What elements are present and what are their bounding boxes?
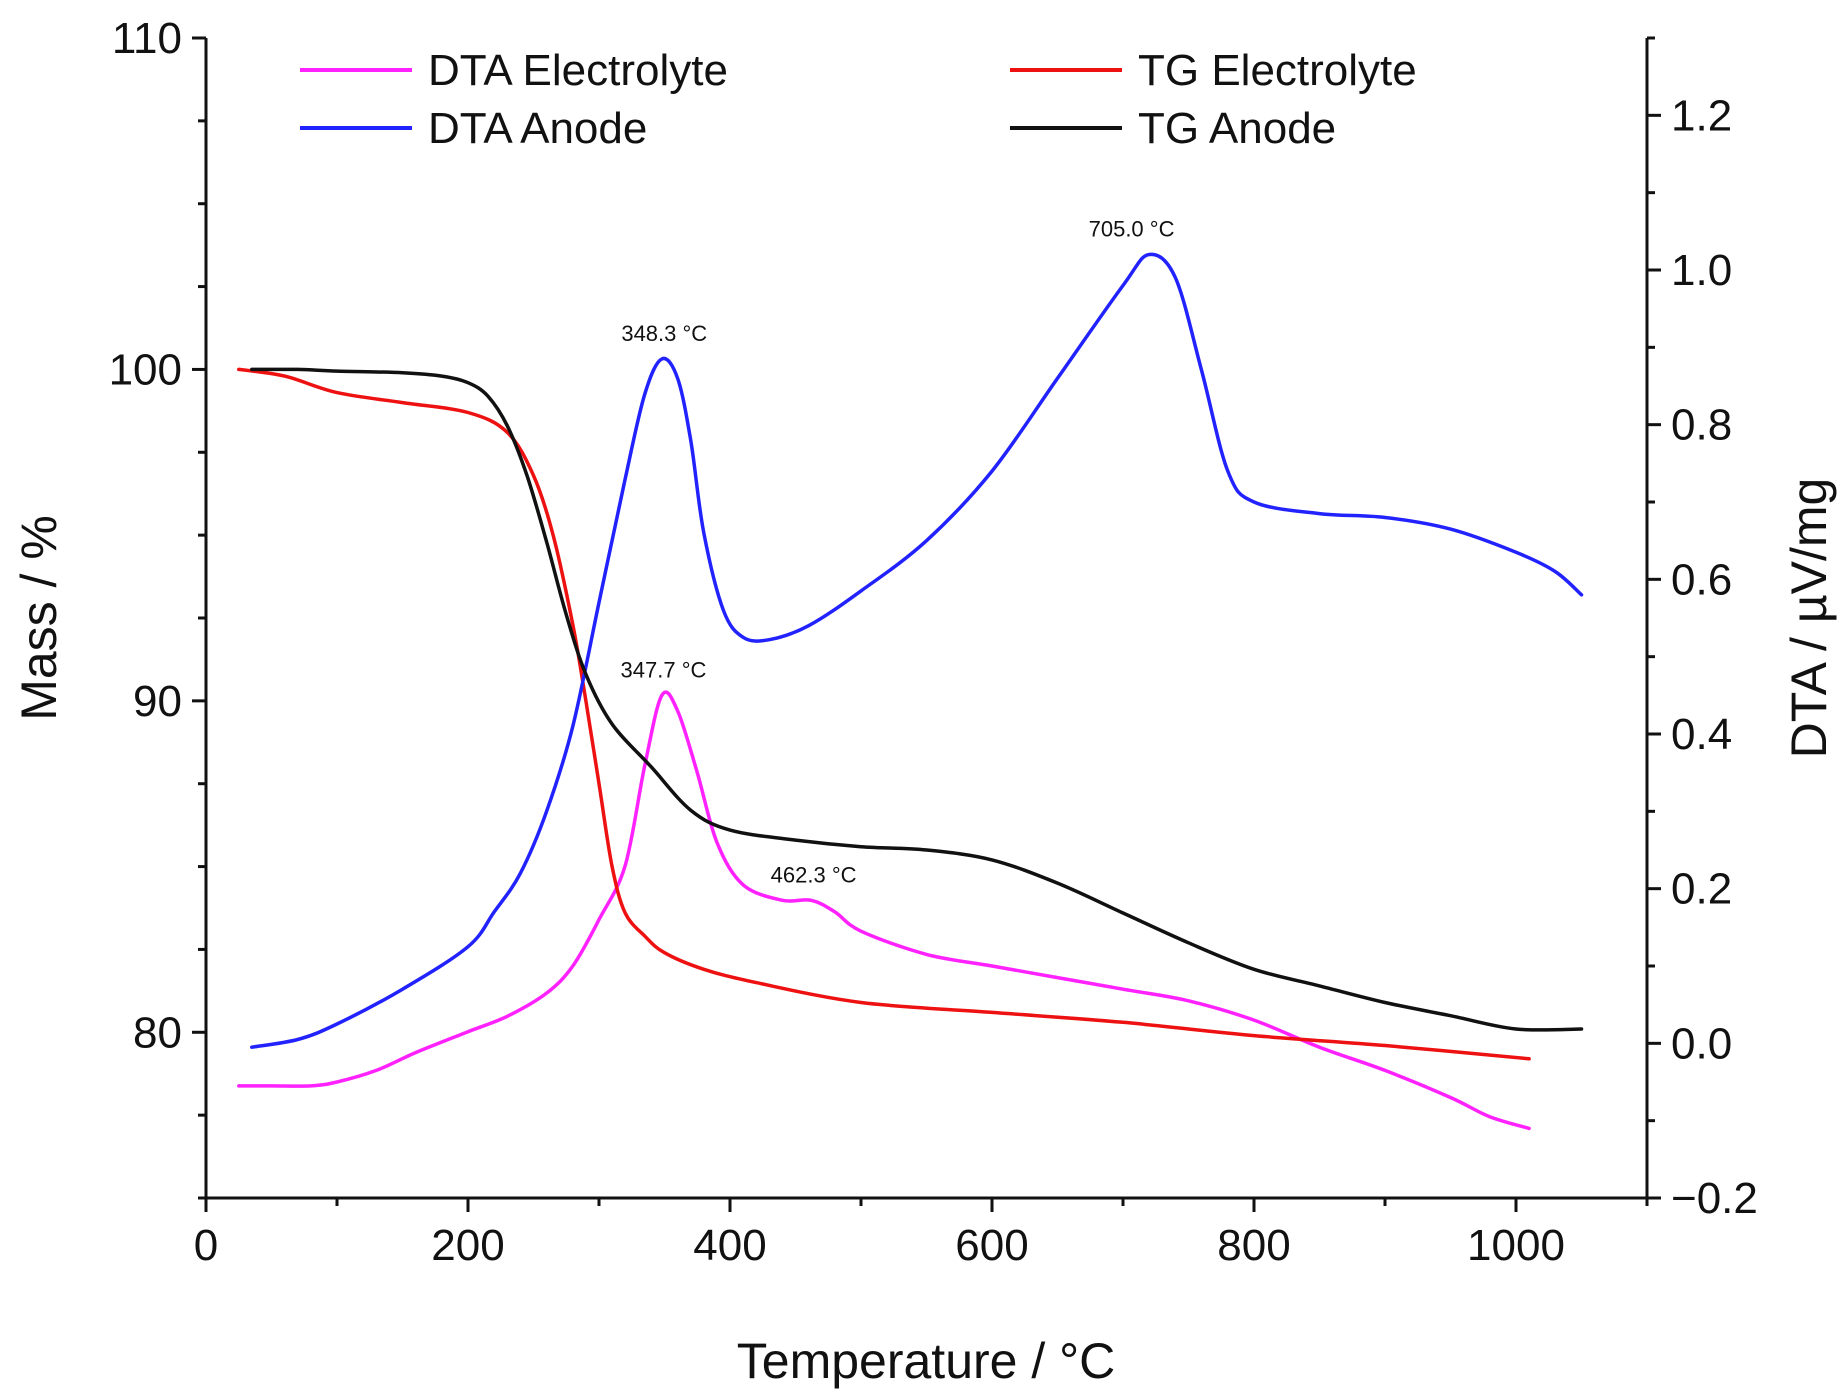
legend-label-tg-anode: TG Anode (1138, 104, 1336, 153)
right-y-tick-label: 0.2 (1671, 865, 1732, 914)
right-y-tick-label: 0.0 (1671, 1019, 1732, 1068)
x-tick-label: 800 (1217, 1221, 1290, 1270)
left-y-tick-label: 100 (109, 345, 182, 394)
peak-annotation: 705.0 °C (1089, 217, 1175, 242)
x-tick-label: 0 (194, 1221, 218, 1270)
peak-annotation: 462.3 °C (771, 862, 857, 887)
series-line-dta-anode (250, 252, 1584, 1049)
series-layer (237, 252, 1584, 1131)
ticks-layer: 0 200 400 600 800 1000 80 90 100 110 −0.2 0.0 0.2 0.4… (109, 14, 1758, 1270)
left-y-tick-label: 90 (133, 677, 182, 726)
legend-label-dta-anode: DTA Anode (428, 104, 647, 153)
x-axis-title: Temperature / °C (737, 1333, 1115, 1389)
right-y-tick-label: −0.2 (1671, 1174, 1758, 1223)
x-tick-label: 200 (431, 1221, 504, 1270)
legend-label-dta-electrolyte: DTA Electrolyte (428, 46, 728, 95)
right-axis-title: DTA / µV/mg (1781, 478, 1837, 759)
right-y-tick-label: 1.2 (1671, 91, 1732, 140)
right-y-tick-label: 0.8 (1671, 401, 1732, 450)
x-tick-label: 1000 (1467, 1221, 1565, 1270)
legend-label-tg-electrolyte: TG Electrolyte (1138, 46, 1417, 95)
series-line-tg-electrolyte (237, 367, 1531, 1061)
right-y-tick-label: 0.4 (1671, 710, 1732, 759)
x-tick-label: 400 (693, 1221, 766, 1270)
peak-annotation: 347.7 °C (621, 657, 707, 682)
right-y-tick-label: 0.6 (1671, 555, 1732, 604)
left-axis-title: Mass / % (11, 515, 67, 721)
series-line-tg-anode (250, 367, 1584, 1032)
series-line-dta-electrolyte (237, 690, 1531, 1131)
peak-annotation: 348.3 °C (621, 321, 707, 346)
legend: DTA Electrolyte TG Electrolyte DTA Anode… (300, 46, 1417, 153)
left-y-tick-label: 80 (133, 1008, 182, 1057)
annotation-layer: 348.3 °C 347.7 °C 462.3 °C 705.0 °C (621, 217, 1175, 888)
right-y-tick-label: 1.0 (1671, 246, 1732, 295)
left-y-tick-label: 110 (112, 14, 182, 63)
x-tick-label: 600 (955, 1221, 1028, 1270)
